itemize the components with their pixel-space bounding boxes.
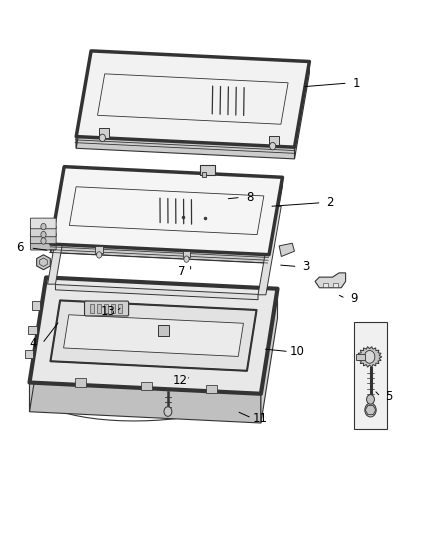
Text: 5: 5 (385, 390, 393, 403)
Bar (202, 172, 206, 177)
Text: 8: 8 (246, 191, 253, 204)
Circle shape (365, 403, 376, 417)
Circle shape (99, 134, 106, 142)
Bar (354, 322, 387, 429)
Bar (90, 304, 94, 313)
Text: 10: 10 (290, 345, 305, 358)
Polygon shape (357, 346, 382, 367)
FancyBboxPatch shape (30, 239, 56, 250)
Circle shape (367, 394, 374, 404)
Bar (111, 304, 115, 313)
Polygon shape (365, 406, 376, 415)
Circle shape (164, 407, 172, 416)
Bar (269, 136, 279, 145)
Bar (183, 251, 191, 257)
Bar (332, 283, 338, 287)
FancyBboxPatch shape (30, 226, 56, 237)
Text: 4: 4 (30, 337, 37, 350)
Bar (323, 283, 328, 287)
Circle shape (270, 142, 276, 150)
Polygon shape (51, 244, 269, 263)
Circle shape (364, 351, 375, 364)
Polygon shape (279, 243, 294, 256)
Polygon shape (76, 51, 91, 148)
Text: 6: 6 (17, 241, 24, 254)
Polygon shape (76, 51, 309, 147)
Polygon shape (356, 354, 365, 360)
Polygon shape (29, 278, 278, 394)
Text: 2: 2 (327, 196, 334, 209)
Polygon shape (294, 61, 309, 159)
Polygon shape (56, 285, 258, 300)
Circle shape (96, 252, 102, 258)
Text: 1: 1 (353, 77, 360, 90)
Text: 9: 9 (350, 292, 358, 305)
FancyBboxPatch shape (30, 233, 56, 244)
Polygon shape (25, 350, 33, 359)
Circle shape (41, 231, 46, 238)
Polygon shape (28, 326, 37, 334)
Circle shape (184, 256, 189, 262)
Polygon shape (261, 289, 278, 423)
Text: 13: 13 (100, 305, 115, 318)
Text: 12: 12 (172, 374, 187, 387)
FancyBboxPatch shape (85, 301, 129, 316)
Polygon shape (269, 177, 283, 263)
Bar (104, 304, 108, 313)
Bar (206, 385, 217, 393)
Bar (141, 382, 152, 390)
Polygon shape (315, 273, 346, 288)
Text: 7: 7 (178, 265, 186, 278)
Polygon shape (29, 278, 46, 411)
Polygon shape (29, 383, 261, 423)
Polygon shape (37, 255, 50, 270)
Bar (158, 325, 169, 336)
Polygon shape (32, 302, 40, 310)
Circle shape (41, 238, 46, 244)
FancyBboxPatch shape (30, 218, 56, 229)
Polygon shape (64, 315, 244, 357)
Bar (75, 378, 86, 387)
Polygon shape (258, 206, 281, 295)
Polygon shape (76, 136, 294, 159)
Circle shape (41, 223, 46, 230)
Bar (95, 246, 103, 253)
Polygon shape (50, 301, 257, 371)
Bar (118, 304, 122, 313)
Bar (97, 304, 101, 313)
Bar (99, 128, 109, 138)
Polygon shape (48, 196, 71, 284)
Text: 11: 11 (253, 411, 268, 424)
Polygon shape (51, 167, 283, 255)
Polygon shape (51, 167, 64, 253)
Text: 3: 3 (303, 260, 310, 273)
Bar (200, 165, 215, 175)
